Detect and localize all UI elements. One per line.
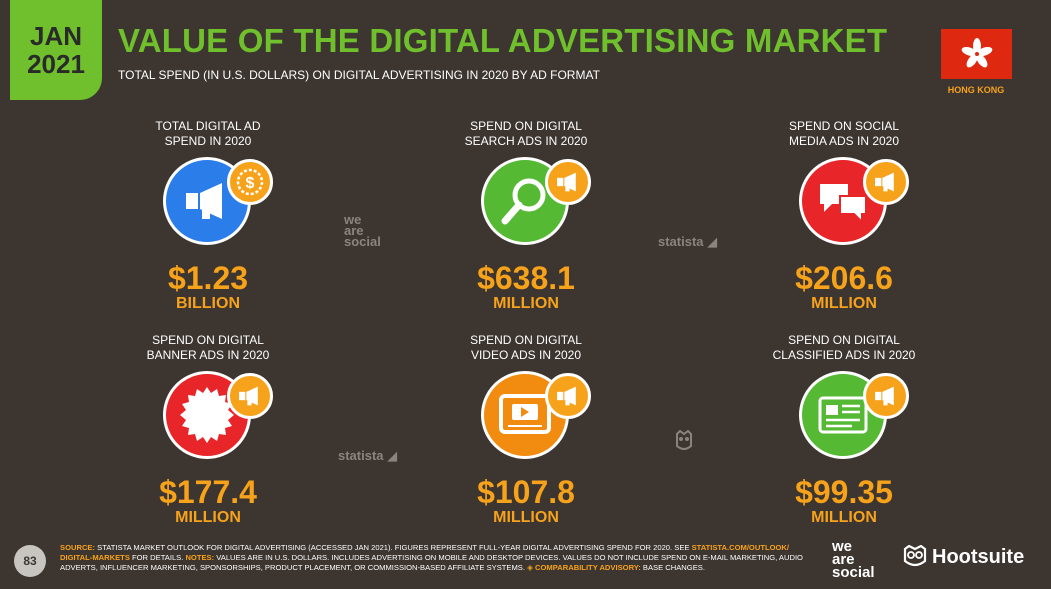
date-month: JAN bbox=[29, 21, 82, 51]
card-value: $206.6 bbox=[795, 260, 893, 296]
statista-watermark: statista ◢ bbox=[658, 234, 718, 249]
card-unit: MILLION bbox=[493, 509, 559, 526]
page-subtitle: TOTAL SPEND (IN U.S. DOLLARS) ON DIGITAL… bbox=[118, 68, 600, 82]
svg-text:$: $ bbox=[246, 175, 255, 192]
megaphone-icon bbox=[545, 159, 591, 205]
card-value: $177.4 bbox=[159, 474, 257, 510]
date-year: 2021 bbox=[27, 49, 85, 79]
card-label: SPEND ON SOCIAL MEDIA ADS IN 2020 bbox=[788, 119, 900, 148]
card-label: SPEND ON DIGITAL CLASSIFIED ADS IN 2020 bbox=[772, 333, 916, 362]
card-value: $1.23 bbox=[167, 260, 249, 296]
date-badge: JAN 2021 bbox=[10, 0, 102, 100]
source-link[interactable]: STATISTA.COM/OUTLOOK/ DIGITAL-MARKETS bbox=[60, 543, 790, 562]
card-value: $638.1 bbox=[477, 260, 575, 296]
card-label: TOTAL DIGITAL AD SPEND IN 2020 bbox=[155, 119, 261, 148]
card-social-media-ads: SPEND ON SOCIAL MEDIA ADS IN 2020 $206.6 … bbox=[724, 119, 964, 313]
card-value: $99.35 bbox=[795, 474, 893, 510]
owl-icon bbox=[903, 545, 927, 567]
hong-kong-flag-icon bbox=[941, 29, 1012, 79]
card-label: SPEND ON DIGITAL SEARCH ADS IN 2020 bbox=[464, 119, 588, 148]
card-value: $107.8 bbox=[477, 474, 575, 510]
card-classified-ads: SPEND ON DIGITAL CLASSIFIED ADS IN 2020 $… bbox=[724, 333, 964, 527]
card-unit: MILLION bbox=[493, 295, 559, 312]
we-are-social-logo: we are social bbox=[832, 538, 875, 581]
card-unit: MILLION bbox=[811, 509, 877, 526]
card-label: SPEND ON DIGITAL BANNER ADS IN 2020 bbox=[146, 333, 270, 362]
megaphone-icon bbox=[227, 373, 273, 419]
card-label: SPEND ON DIGITAL VIDEO ADS IN 2020 bbox=[470, 333, 582, 362]
megaphone-icon bbox=[545, 373, 591, 419]
dollar-coin-icon: $ bbox=[227, 159, 273, 205]
card-unit: BILLION bbox=[176, 295, 240, 312]
card-video-ads: SPEND ON DIGITAL VIDEO ADS IN 2020 $107.8… bbox=[406, 333, 646, 527]
hootsuite-logo: Hootsuite bbox=[902, 545, 1024, 569]
we-are-social-watermark: we are social bbox=[344, 212, 381, 249]
card-unit: MILLION bbox=[175, 509, 241, 526]
footer-source-notes: SOURCE: STATISTA MARKET OUTLOOK FOR DIGI… bbox=[60, 543, 803, 572]
megaphone-icon bbox=[863, 373, 909, 419]
card-search-ads: SPEND ON DIGITAL SEARCH ADS IN 2020 $638.… bbox=[406, 119, 646, 313]
card-unit: MILLION bbox=[811, 295, 877, 312]
card-total-digital-ad-spend: TOTAL DIGITAL AD SPEND IN 2020 $ $1.23 BI… bbox=[88, 119, 328, 313]
country-label: HONG KONG bbox=[947, 85, 1005, 95]
page-number: 83 bbox=[14, 545, 46, 577]
card-banner-ads: SPEND ON DIGITAL BANNER ADS IN 2020 $177.… bbox=[88, 333, 328, 527]
owl-watermark-icon bbox=[674, 429, 694, 457]
statista-watermark-2: statista ◢ bbox=[338, 448, 398, 463]
page-title: VALUE OF THE DIGITAL ADVERTISING MARKET bbox=[118, 22, 888, 59]
megaphone-icon bbox=[863, 159, 909, 205]
